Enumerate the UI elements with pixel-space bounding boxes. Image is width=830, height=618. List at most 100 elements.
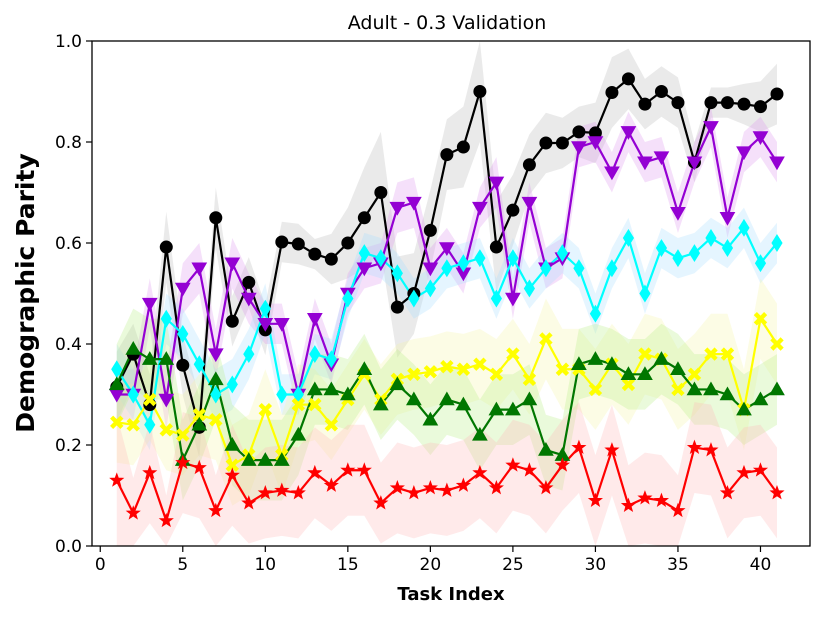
data-point-red <box>670 502 686 518</box>
data-point-red <box>208 502 224 518</box>
data-point-red <box>307 464 323 480</box>
data-point-black <box>720 96 734 110</box>
data-point-red <box>125 505 141 520</box>
data-point-green <box>389 376 406 391</box>
data-point-black <box>176 358 190 372</box>
data-point-black <box>456 140 470 154</box>
data-point-purple <box>587 136 604 151</box>
data-point-yellow <box>473 357 487 371</box>
data-point-green <box>422 411 439 426</box>
data-point-yellow <box>176 428 190 442</box>
data-point-cyan <box>160 309 172 328</box>
data-point-purple <box>240 292 257 307</box>
data-point-black <box>357 211 371 225</box>
x-tick-label: 35 <box>667 555 689 575</box>
data-point-green <box>736 401 752 416</box>
data-point-cyan <box>589 304 602 323</box>
data-point-green <box>290 426 307 441</box>
data-point-purple <box>273 318 290 332</box>
data-point-black <box>341 236 355 250</box>
data-point-green <box>439 391 455 406</box>
y-tick-label: 1.0 <box>55 32 82 52</box>
y-tick-label: 0.0 <box>55 537 82 557</box>
data-point-yellow <box>753 312 768 326</box>
data-point-green <box>240 452 257 466</box>
data-point-yellow <box>588 382 603 397</box>
data-point-red <box>158 512 174 528</box>
data-point-purple <box>406 196 422 211</box>
data-point-cyan <box>226 375 238 394</box>
data-point-red <box>505 457 521 472</box>
data-point-green <box>571 356 587 370</box>
data-point-cyan <box>738 218 750 237</box>
data-point-green <box>620 366 637 381</box>
data-point-red <box>571 439 587 454</box>
data-point-yellow <box>209 413 223 427</box>
data-point-black <box>374 186 388 199</box>
data-point-green <box>769 381 785 396</box>
data-point-yellow <box>720 347 735 361</box>
data-point-green <box>686 381 703 396</box>
data-point-black <box>522 158 536 172</box>
data-point-red <box>439 482 455 497</box>
data-point-red <box>703 442 719 457</box>
data-point-cyan <box>507 249 519 268</box>
y-tick-label: 0.2 <box>55 436 82 456</box>
data-point-red <box>257 485 273 500</box>
data-point-cyan <box>721 239 734 257</box>
data-point-cyan <box>474 249 486 268</box>
data-point-black <box>539 136 553 150</box>
data-point-cyan <box>408 289 420 308</box>
data-point-purple <box>736 146 752 161</box>
data-point-red <box>142 464 158 480</box>
data-point-black <box>159 240 173 254</box>
data-point-purple <box>670 206 686 221</box>
data-point-green <box>125 341 142 355</box>
chart-title: Adult - 0.3 Validation <box>348 12 547 34</box>
plot-frame <box>91 40 811 547</box>
data-point-black <box>621 72 635 86</box>
x-tick-label: 25 <box>502 555 524 575</box>
data-point-yellow <box>489 367 504 382</box>
data-point-red <box>323 477 339 492</box>
data-point-purple <box>653 151 670 166</box>
data-point-red <box>175 454 191 470</box>
data-point-yellow <box>704 347 718 361</box>
data-point-black <box>291 237 305 251</box>
data-point-cyan <box>540 259 552 278</box>
data-point-yellow <box>291 397 306 412</box>
data-point-green <box>670 361 686 375</box>
y-tick-label: 0.4 <box>55 335 82 355</box>
data-point-green <box>719 386 736 401</box>
data-point-black <box>390 300 404 314</box>
data-point-cyan <box>490 289 502 308</box>
data-point-red <box>736 464 752 480</box>
data-point-yellow <box>555 362 570 376</box>
data-point-green <box>538 442 554 456</box>
data-point-purple <box>224 257 241 272</box>
data-point-red <box>422 479 438 495</box>
data-point-red <box>620 497 637 513</box>
data-point-cyan <box>276 385 288 404</box>
data-point-cyan <box>639 284 651 303</box>
data-point-yellow <box>159 423 173 437</box>
data-point-cyan <box>556 244 569 263</box>
x-tick-label: 20 <box>420 555 442 575</box>
data-point-purple <box>719 212 736 226</box>
data-point-red <box>406 485 422 500</box>
data-point-green <box>224 436 241 451</box>
data-point-cyan <box>622 229 635 247</box>
y-tick-label: 0.6 <box>55 234 82 254</box>
data-point-black <box>473 85 487 98</box>
data-point-red <box>521 462 537 477</box>
data-point-red <box>274 482 290 497</box>
data-point-yellow <box>110 415 124 429</box>
data-point-green <box>637 366 653 381</box>
data-point-purple <box>571 141 587 156</box>
data-point-red <box>538 479 554 495</box>
data-point-green <box>653 351 670 365</box>
data-point-black <box>638 97 652 111</box>
data-point-yellow <box>522 372 537 387</box>
data-point-purple <box>505 292 521 307</box>
data-point-red <box>653 492 670 507</box>
